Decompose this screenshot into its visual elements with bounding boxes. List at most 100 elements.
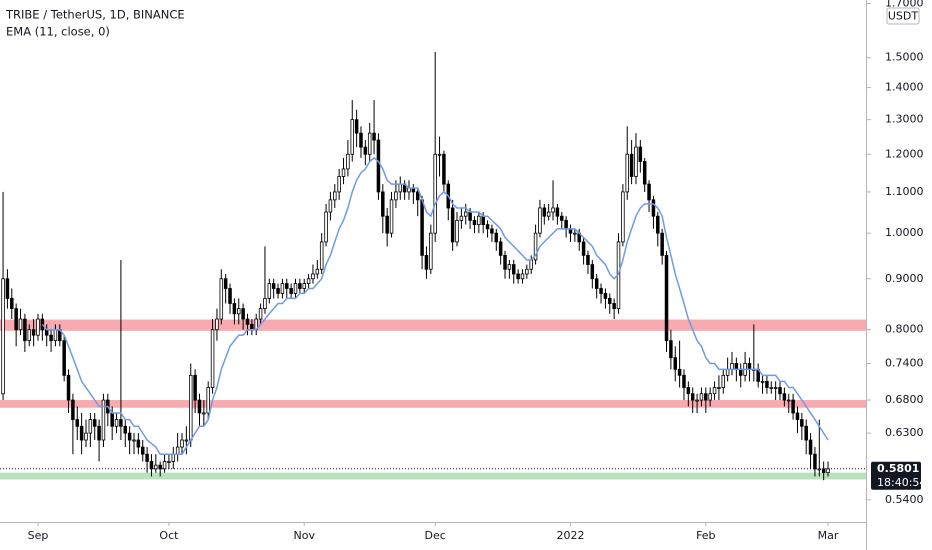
candle-body [664,254,669,342]
candle-body [581,241,586,256]
candle-body [5,278,10,299]
currency-box[interactable] [886,7,920,25]
candle-body [298,283,302,289]
candle-body [145,453,149,462]
candle-body [389,199,394,234]
candle-body [319,241,324,270]
candle-body [533,232,538,261]
candle-body [88,419,93,434]
y-tick-label: 1.2000 [885,147,924,160]
x-tick-label: Sep [28,529,49,542]
candle-body [546,211,551,217]
candle-body [424,254,429,270]
zone [0,400,866,408]
candle-body [210,329,215,388]
candle-body [359,132,363,148]
candle-body [289,288,293,294]
candle-body [782,393,787,401]
candle-body [656,215,660,234]
candle-body [542,207,547,217]
chart-title: TRIBE / TetherUS, 1D, BINANCE [5,8,185,22]
candle-body [324,211,328,243]
candle-body [455,219,459,243]
candle-body [333,191,337,201]
candle-body [66,374,71,401]
candle-body [206,387,210,414]
last-price-label: 0.5801 [877,462,919,475]
candle-body [18,318,23,331]
candle-body [463,211,468,217]
candle-body [760,380,765,383]
candle-body [642,161,647,185]
candle-body [31,329,36,336]
candle-body [367,132,372,155]
candle-body [132,439,136,442]
candle-body [516,273,520,280]
candle-body [14,308,18,331]
candle-body [363,146,368,155]
candle-body [306,278,311,284]
candle-body [673,357,678,370]
candle-body [62,340,66,376]
candle-body [738,368,743,376]
candle-body [258,308,263,320]
candle-body [92,419,97,427]
candle-body [712,387,717,395]
candle-body [769,387,774,389]
y-tick-label: 0.6800 [885,393,924,406]
candle-body [36,318,40,336]
candle-body [228,288,232,304]
candle-body [202,412,206,415]
candle-body [385,215,389,234]
candle-body [564,219,568,230]
candle-body [590,264,595,280]
candle-body [250,323,254,331]
candle-body [477,215,481,225]
candle-body [167,461,171,463]
candle-body [433,153,437,234]
candle-body [110,412,114,427]
last-price-box [871,461,921,490]
candle-body [555,207,560,217]
candle-body [791,399,795,414]
candle-body [520,273,525,280]
candle-body [84,432,88,441]
y-tick-label: 1.7000 [885,0,924,10]
candle-body [119,419,123,427]
candle-body [232,303,237,315]
candle-body [708,393,712,401]
candle-body [398,183,403,193]
candle-body [503,254,507,270]
candle-body [10,298,14,310]
candle-body [376,139,381,193]
candle-body [215,318,219,331]
candle-body [123,425,128,434]
candle-body [551,207,555,213]
y-tick-label: 0.6300 [885,426,924,439]
x-tick-label: 2022 [556,529,584,542]
candle-body [525,268,529,275]
candle-body [223,278,228,289]
candle-body [101,399,106,441]
zone [0,472,866,480]
candle-body [79,425,84,441]
candle-body [27,329,31,342]
candle-body [725,368,730,376]
candle-body [603,293,608,299]
countdown-label: 18:40:54 [877,476,926,489]
candle-body [690,393,695,401]
candle-body [608,298,612,304]
x-tick-label: Mar [818,529,839,542]
candle-body [162,461,167,470]
indicator-label: EMA (11, close, 0) [6,25,110,39]
candle-body [71,399,75,420]
candle-body [184,439,189,442]
candle-body [245,318,250,325]
candle-body [154,464,158,470]
candle-body [560,215,564,221]
y-tick-label: 0.7400 [885,356,924,369]
candle-body [808,439,813,455]
candle-body [490,228,494,234]
candle-body [507,264,512,270]
